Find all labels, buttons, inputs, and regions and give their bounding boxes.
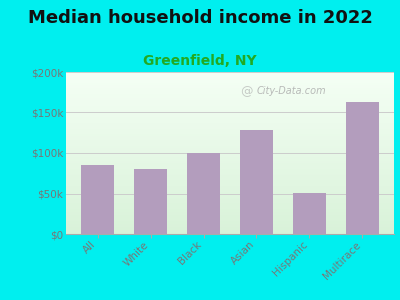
Text: Greenfield, NY: Greenfield, NY [143, 54, 257, 68]
Bar [293, 193, 326, 234]
Text: City-Data.com: City-Data.com [256, 86, 326, 96]
Bar [240, 130, 273, 234]
Bar [81, 165, 114, 234]
Text: Median household income in 2022: Median household income in 2022 [28, 9, 372, 27]
Text: @: @ [240, 85, 252, 98]
Bar [346, 102, 379, 234]
Bar [134, 169, 167, 234]
Bar [187, 153, 220, 234]
